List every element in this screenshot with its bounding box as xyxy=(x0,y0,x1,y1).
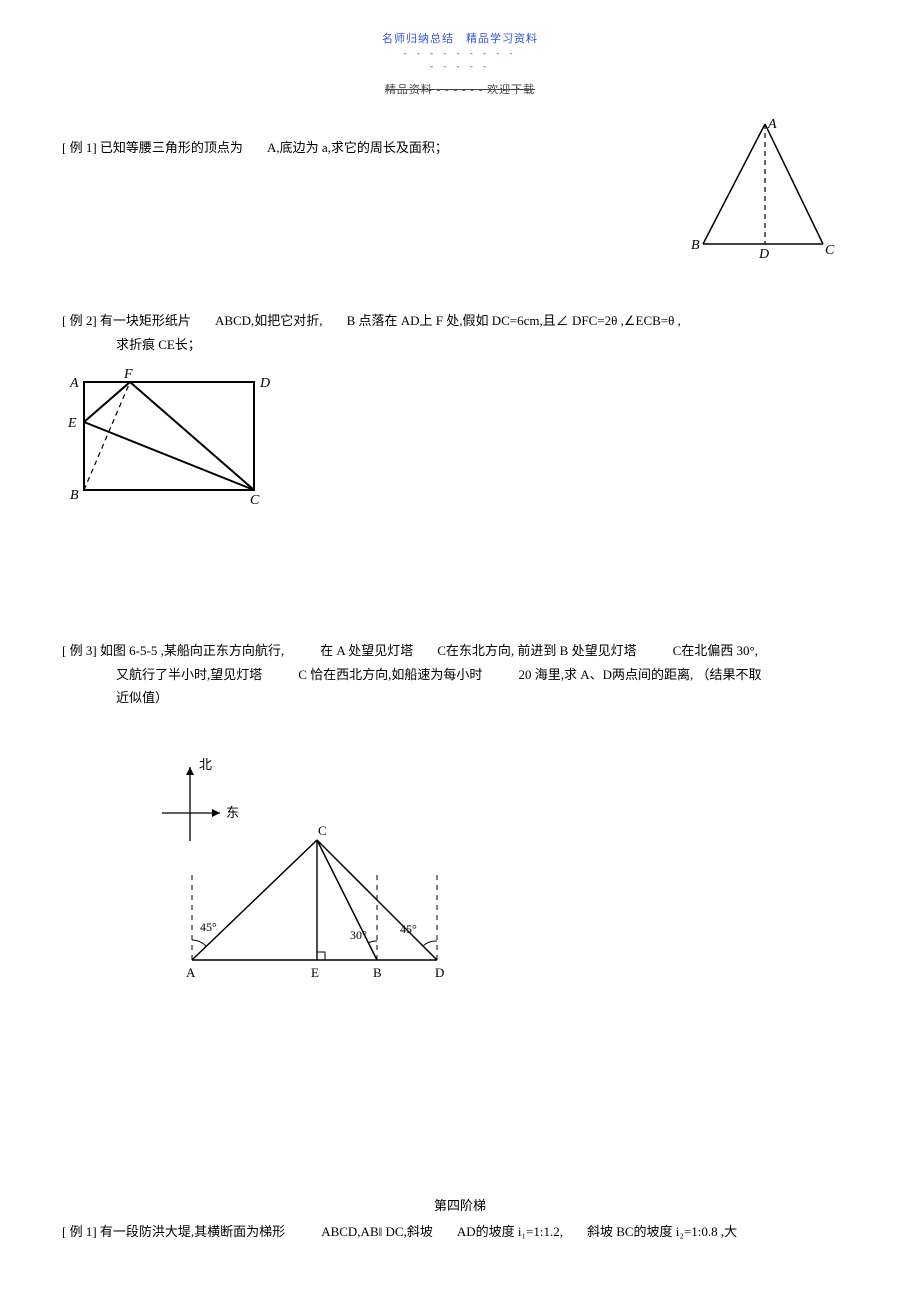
svg-text:E: E xyxy=(311,965,319,980)
problem-2-label: [ 例 2] xyxy=(62,309,97,332)
problem-3-text3: C在东北方向, 前进到 B 处望见灯塔 xyxy=(437,639,636,662)
svg-text:A: A xyxy=(186,965,196,980)
svg-text:B: B xyxy=(373,965,382,980)
problem-4-text3: AD的坡度 i₁=1:1.2, xyxy=(457,1220,563,1243)
problem-3-text1: 如图 6-5-5 ,某船向正东方向航行, xyxy=(100,639,284,662)
svg-text:B: B xyxy=(691,238,700,253)
header-line1: 名师归纳总结 精品学习资料 xyxy=(62,32,858,47)
svg-text:A: A xyxy=(69,376,79,391)
problem-1-text2: A,底边为 a,求它的周长及面积； xyxy=(267,136,448,159)
section-4-title: 第四阶梯 xyxy=(62,1195,858,1214)
problem-3-label: [ 例 3] xyxy=(62,639,97,662)
problem-2-text1: 有一块矩形纸片 xyxy=(100,309,191,332)
problem-4-text1: 有一段防洪大堤,其横断面为梯形 xyxy=(100,1220,285,1243)
problem-2-text4: 求折痕 CE长； xyxy=(116,333,201,356)
page-header: 名师归纳总结 精品学习资料 - - - - - - - - - - - - - … xyxy=(62,32,858,98)
problem-4-text4: 斜坡 BC的坡度 i₂=1:0.8 ,大 xyxy=(587,1220,737,1243)
svg-text:D: D xyxy=(435,965,444,980)
problem-1-label: [ 例 1] xyxy=(62,136,97,159)
problem-3-text4: C在北偏西 30°, xyxy=(673,639,758,662)
problem-3: [ 例 3] 如图 6-5-5 ,某船向正东方向航行, 在 A 处望见灯塔 C在… xyxy=(62,639,858,709)
svg-text:A: A xyxy=(767,117,777,132)
figure-1: A B C D xyxy=(685,116,835,266)
problem-3-text7: 20 海里,求 A、D两点间的距离, （结果不取 xyxy=(518,663,761,686)
svg-text:C: C xyxy=(250,493,260,508)
svg-text:45°: 45° xyxy=(400,922,417,936)
problem-1-text1: 已知等腰三角形的顶点为 xyxy=(100,136,243,159)
problem-3-text5: 又航行了半小时,望见灯塔 xyxy=(116,663,262,686)
problem-2-text3: B 点落在 AD上 F 处,假如 DC=6cm,且∠ DFC=2θ ,∠ECB=… xyxy=(347,309,681,332)
problem-3-text2: 在 A 处望见灯塔 xyxy=(320,639,413,662)
figure-2: A B C D E F xyxy=(62,364,858,509)
svg-text:F: F xyxy=(123,367,133,382)
problem-4-text2: ABCD,AB‖ DC,斜坡 xyxy=(321,1220,433,1243)
problem-4-label: [ 例 1] xyxy=(62,1220,97,1243)
problem-2: [ 例 2] 有一块矩形纸片 ABCD,如把它对折, B 点落在 AD上 F 处… xyxy=(62,309,858,356)
svg-text:C: C xyxy=(318,823,327,838)
svg-text:C: C xyxy=(825,243,835,258)
header-line4: 精品资料 - - - - - - 欢迎下载 xyxy=(62,83,858,98)
svg-text:30°: 30° xyxy=(350,928,367,942)
svg-text:B: B xyxy=(70,488,79,503)
header-line3: - - - - - xyxy=(62,60,858,73)
svg-text:东: 东 xyxy=(226,805,239,820)
svg-text:北: 北 xyxy=(199,757,212,772)
svg-text:45°: 45° xyxy=(200,920,217,934)
figure-3: 北 东 A E B D C xyxy=(102,745,858,985)
svg-text:E: E xyxy=(67,416,77,431)
problem-2-text2: ABCD,如把它对折, xyxy=(215,309,323,332)
svg-text:D: D xyxy=(259,376,270,391)
problem-3-text8: 近似值） xyxy=(116,686,168,709)
header-line2: - - - - - - - - - xyxy=(62,47,858,60)
problem-4: [ 例 1] 有一段防洪大堤,其横断面为梯形 ABCD,AB‖ DC,斜坡 AD… xyxy=(62,1220,858,1243)
problem-3-text6: C 恰在西北方向,如船速为每小时 xyxy=(298,663,482,686)
svg-text:D: D xyxy=(758,247,769,262)
